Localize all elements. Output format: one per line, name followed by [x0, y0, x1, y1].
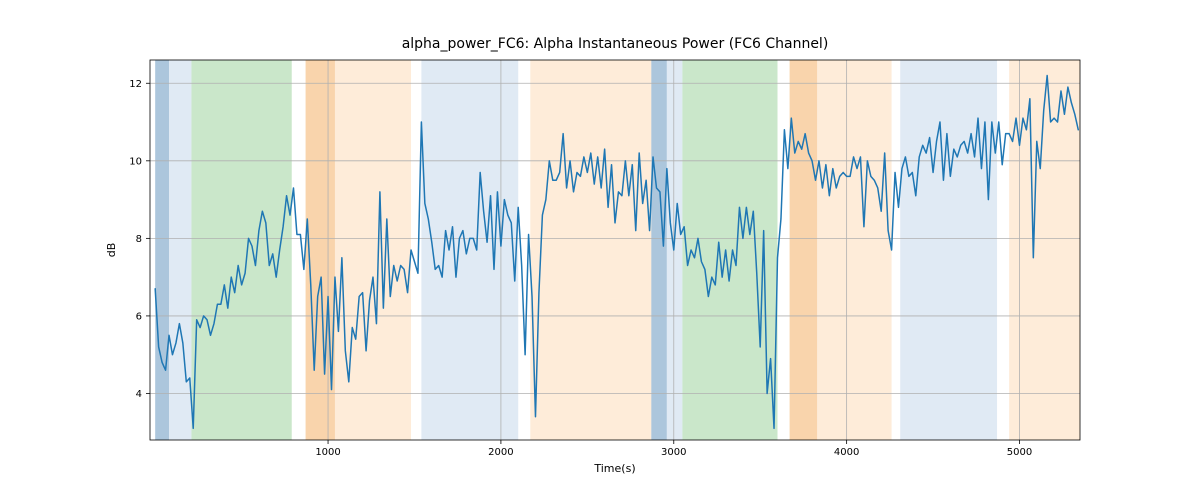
x-tick-label: 5000	[1007, 447, 1032, 458]
y-tick-label: 6	[136, 311, 142, 322]
y-tick-label: 12	[129, 79, 142, 90]
band	[335, 60, 411, 440]
x-tick-label: 3000	[661, 447, 686, 458]
x-tick-label: 2000	[488, 447, 513, 458]
band	[530, 60, 651, 440]
x-tick-label: 4000	[834, 447, 859, 458]
band	[169, 60, 191, 440]
band	[191, 60, 291, 440]
chart-svg: 1000 2000 3000 4000 5000 4 6 8 10 12 Time(s) dB alph…	[0, 0, 1200, 500]
band	[667, 60, 683, 440]
band	[817, 60, 891, 440]
band	[900, 60, 997, 440]
band	[155, 60, 169, 440]
chart-title: alpha_power_FC6: Alpha Instantaneous Pow…	[402, 36, 829, 52]
band	[421, 60, 518, 440]
x-tick-label: 1000	[315, 447, 340, 458]
band	[651, 60, 667, 440]
y-axis-label: dB	[105, 243, 118, 258]
y-tick-label: 8	[136, 234, 142, 245]
band	[790, 60, 818, 440]
chart-container: 1000 2000 3000 4000 5000 4 6 8 10 12 Time(s) dB alph…	[0, 0, 1200, 500]
y-tick-label: 10	[129, 156, 142, 167]
x-axis-label: Time(s)	[593, 462, 635, 475]
y-tick-label: 4	[136, 389, 142, 400]
